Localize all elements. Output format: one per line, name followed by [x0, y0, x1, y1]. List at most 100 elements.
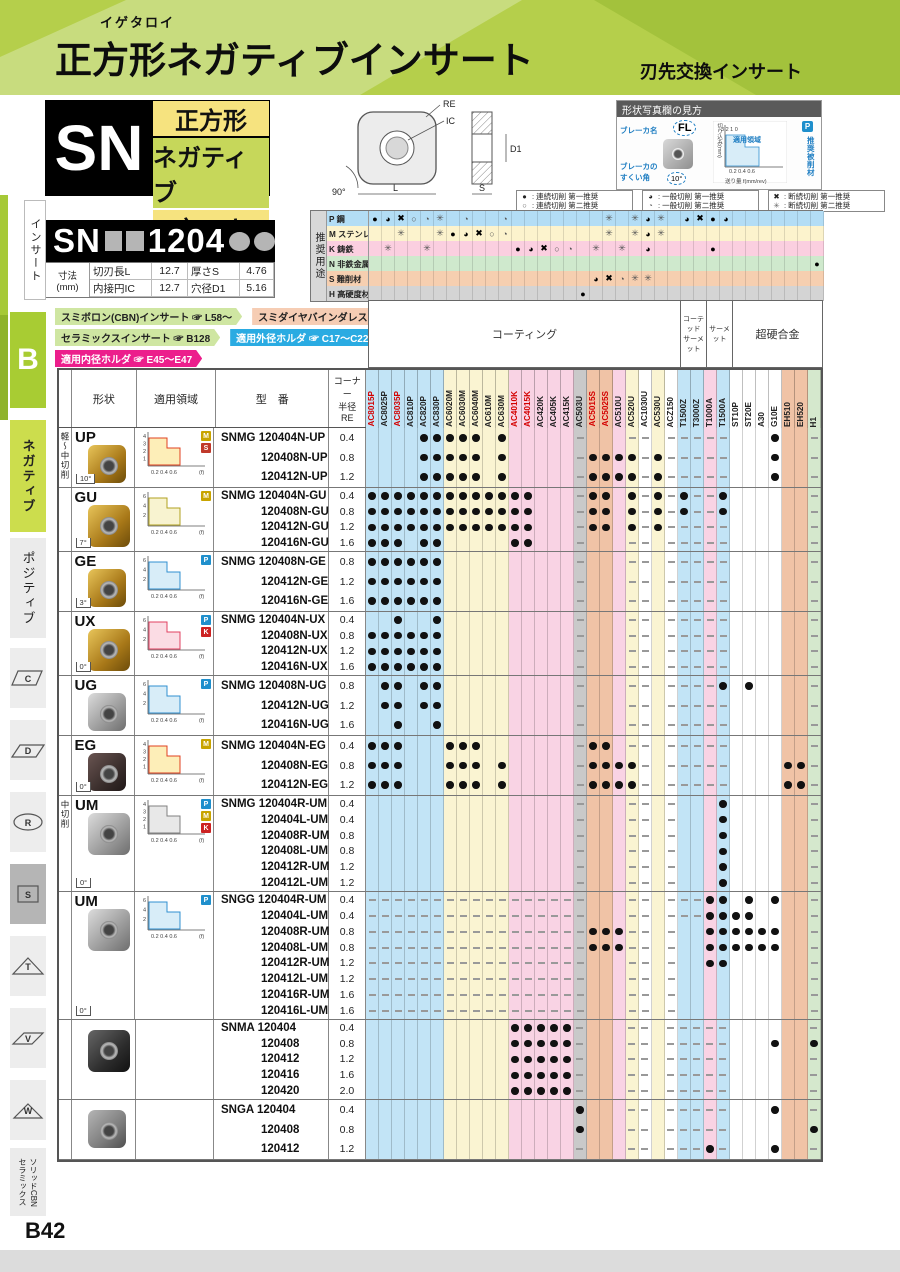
usage-cell — [746, 211, 759, 226]
sidebar-item-V[interactable]: V — [10, 1008, 46, 1068]
sidebar-item-セラミックス ソリッドCBN[interactable]: セラミックス ソリッドCBN — [10, 1148, 46, 1216]
recommended-dot — [771, 896, 779, 904]
grade-cell — [613, 775, 626, 796]
grade-cell — [457, 695, 470, 716]
grade-cell — [756, 796, 769, 812]
grade-cell — [431, 987, 444, 1004]
sidebar-item-インサート[interactable]: インサート — [24, 200, 46, 300]
usage-cell: ◔ — [499, 226, 512, 241]
sidebar-item-R[interactable]: R — [10, 792, 46, 852]
grade-cell — [652, 796, 665, 812]
grade-cell — [366, 923, 379, 940]
usage-cell — [421, 286, 434, 301]
grade-cell — [456, 1067, 470, 1084]
grade-cell — [418, 736, 431, 756]
sidebar-item-T[interactable]: T — [10, 936, 46, 996]
label-l: L — [393, 183, 398, 193]
recommended-dot — [420, 647, 428, 656]
grade-column-label: AC610M — [483, 370, 497, 428]
grade-cell — [431, 859, 444, 876]
link-badge[interactable]: セラミックスインサート ☞ B128 — [55, 329, 220, 346]
grade-cell — [665, 428, 678, 448]
grade-cell — [665, 467, 678, 488]
not-available-dash — [706, 764, 714, 767]
grade-cell — [587, 447, 600, 468]
not-available-dash — [693, 634, 701, 637]
grade-cell — [782, 591, 795, 612]
grade-cell — [404, 1119, 418, 1140]
recommended-dot — [433, 682, 441, 690]
grade-cell — [755, 1035, 769, 1052]
sidebar-item-ネガティブ[interactable]: ネガティブ — [10, 420, 46, 532]
grade-cell — [768, 1119, 782, 1140]
grade-cell — [652, 428, 665, 448]
svg-text:0.2 0.4 0.6: 0.2 0.4 0.6 — [151, 530, 177, 536]
grade-cell — [418, 488, 431, 504]
sidebar-item-W[interactable]: W — [10, 1080, 46, 1140]
recommended-dot — [420, 539, 428, 547]
grade-cell — [756, 939, 769, 956]
grade-cell — [665, 659, 678, 675]
grade-cell — [808, 488, 821, 504]
not-available-dash — [511, 898, 519, 901]
grade-cell — [769, 503, 782, 520]
dims-corner-label: 寸法 (mm) — [46, 263, 90, 297]
recommended-dot — [589, 781, 597, 789]
link-badge[interactable]: 適用内径ホルダ ☞ E45～E47 — [55, 350, 202, 367]
insert-row: 120416N-GU 1.6 — [214, 535, 821, 551]
link-badge[interactable]: 適用外径ホルダ ☞ C17～C22 — [230, 329, 378, 346]
svg-text:0.2 0.4 0.6: 0.2 0.4 0.6 — [151, 934, 177, 940]
grade-cell — [717, 519, 730, 536]
grade-column-label: AC5025S — [600, 370, 614, 428]
sidebar-item-C[interactable]: C — [10, 648, 46, 708]
grade-cell — [521, 1035, 535, 1052]
grade-cell — [405, 428, 418, 448]
grade-cell — [795, 736, 808, 756]
type-number: 120412N-EG — [214, 775, 329, 796]
grade-cell — [366, 796, 379, 812]
grade-cell — [379, 428, 392, 448]
insert-row: SNGA 120404 0.4 — [214, 1100, 821, 1120]
usage-cell — [759, 271, 772, 286]
grade-cell — [665, 519, 678, 536]
sidebar-item-B[interactable]: B — [10, 312, 46, 408]
rake-angle-badge: 3° — [75, 598, 91, 608]
grade-cell — [599, 1083, 613, 1099]
link-badge[interactable]: スミボロン(CBN)インサート ☞ L58～ — [55, 308, 242, 325]
application-area-cell: 6 4 2 0.2 0.4 0.6 (f) M — [135, 488, 214, 551]
not-available-dash — [563, 930, 571, 933]
recommended-dot — [654, 507, 662, 516]
insert-row: 120404L-UM 0.4 — [214, 907, 821, 924]
sidebar-item-ポジティブ[interactable]: ポジティブ — [10, 538, 46, 638]
grade-cell — [509, 971, 522, 988]
recommended-dot — [394, 701, 402, 710]
usage-cell — [525, 271, 538, 286]
sidebar-item-D[interactable]: D — [10, 720, 46, 780]
shape-c-icon: C — [11, 670, 43, 686]
not-available-dash — [810, 1108, 818, 1111]
svg-text:(f): (f) — [199, 778, 204, 784]
grade-cell — [703, 1035, 717, 1052]
grade-cell — [522, 552, 535, 572]
grade-cell — [808, 811, 821, 828]
not-available-dash — [667, 684, 675, 687]
grade-cell — [444, 643, 457, 660]
insert-photo — [87, 1110, 126, 1148]
sidebar-item-S[interactable]: S — [10, 864, 46, 924]
grade-cell — [366, 1003, 379, 1019]
grade-cell — [535, 971, 548, 988]
insert-block: GE 3° 6 4 2 0.2 0.4 0.6 (f) P SNMG 120408N-GE 0.8… — [59, 552, 821, 612]
grade-cell — [548, 923, 561, 940]
not-available-dash — [576, 764, 584, 767]
not-available-dash — [693, 618, 701, 621]
not-available-dash — [667, 618, 675, 621]
block-rows: SNMG 120408N-UG 0.8 120412N-UG 1.2 120416N-U… — [214, 676, 821, 736]
grade-cell — [639, 591, 652, 612]
grade-cell — [405, 447, 418, 468]
grade-cell — [547, 1020, 561, 1036]
grade-cell — [573, 1020, 587, 1036]
not-available-dash — [667, 456, 675, 459]
grade-cell — [613, 676, 626, 696]
grade-cell — [756, 875, 769, 891]
not-available-dash — [667, 764, 675, 767]
